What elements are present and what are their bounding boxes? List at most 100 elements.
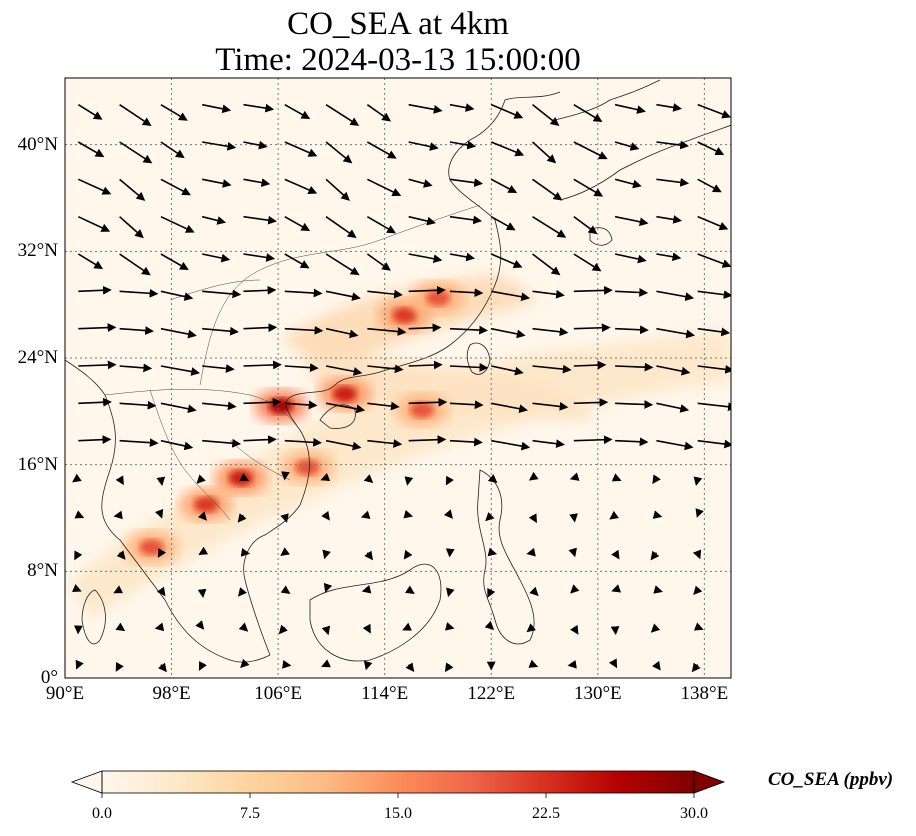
- wind-arrow: [202, 253, 231, 263]
- wind-arrow: [320, 472, 331, 482]
- wind-arrow: [321, 510, 330, 521]
- map-frame: [64, 77, 732, 679]
- wind-arrow: [195, 620, 205, 630]
- wind-arrow: [243, 285, 277, 295]
- plume-east-china-coast: [392, 307, 417, 324]
- wind-arrow: [652, 660, 661, 671]
- wind-arrow: [284, 437, 323, 447]
- wind-arrow: [198, 661, 207, 671]
- wind-arrow: [446, 587, 455, 598]
- wind-arrow: [697, 103, 731, 119]
- colorbar-extend-min: [70, 770, 103, 794]
- wind-arrow: [78, 397, 112, 407]
- lon-tick-label: 130°E: [573, 683, 622, 704]
- wind-arrow: [325, 178, 350, 201]
- wind-arrow: [656, 290, 695, 301]
- wind-arrow: [154, 622, 165, 632]
- wind-arrow: [650, 550, 660, 561]
- wind-arrow: [119, 253, 151, 276]
- wind-arrow: [614, 215, 649, 227]
- wind-arrow: [243, 215, 277, 225]
- colorbar-gradient: [102, 771, 694, 793]
- wind-arrow: [650, 623, 661, 633]
- wind-arrow: [238, 622, 249, 632]
- wind-arrow: [490, 141, 525, 157]
- wind-arrow: [367, 327, 407, 336]
- lat-tick-label: 40°N: [17, 133, 58, 155]
- wind-arrow: [615, 288, 649, 297]
- wind-arrow: [615, 400, 654, 409]
- wind-arrow: [573, 285, 613, 295]
- wind-arrow: [656, 365, 691, 376]
- wind-arrow: [573, 398, 609, 407]
- gridlines: [65, 78, 731, 678]
- wind-arrow: [491, 402, 528, 414]
- wind-arrow: [157, 548, 167, 558]
- wind-arrow: [113, 585, 124, 594]
- wind-arrow: [160, 439, 194, 451]
- wind-arrow: [363, 474, 374, 484]
- wind-arrow: [78, 360, 117, 370]
- wind-arrow: [77, 215, 111, 232]
- wind-arrow: [325, 253, 360, 276]
- wind-arrow: [697, 215, 729, 231]
- wind-arrow: [160, 103, 188, 121]
- colorbar: [70, 770, 726, 798]
- wind-arrow: [656, 402, 690, 413]
- wind-arrow: [408, 178, 433, 188]
- wind-arrow: [284, 215, 311, 232]
- plume-central-vietnam: [295, 459, 320, 476]
- wind-arrow: [449, 252, 476, 262]
- wind-arrow: [653, 585, 663, 594]
- wind-arrow: [364, 550, 374, 561]
- wind-arrow: [490, 215, 516, 231]
- wind-arrow: [449, 288, 484, 298]
- wind-arrow: [78, 435, 112, 445]
- lat-tick-label: 24°N: [17, 347, 58, 368]
- wind-arrow: [243, 360, 282, 370]
- wind-arrow: [361, 584, 372, 594]
- wind-arrow: [367, 364, 404, 374]
- wind-arrow: [202, 364, 235, 373]
- wind-arrow: [532, 327, 569, 337]
- wind-arrow: [325, 327, 359, 339]
- wind-arrow: [408, 215, 436, 226]
- wind-arrow: [691, 662, 701, 673]
- wind-arrow: [197, 588, 207, 599]
- wind-arrow: [697, 290, 731, 299]
- wind-arrow: [78, 285, 112, 295]
- wind-arrow: [367, 439, 403, 448]
- wind-arrow: [360, 510, 371, 519]
- wind-arrow: [321, 659, 331, 668]
- wind-arrow: [614, 253, 647, 264]
- wind-arrow: [693, 585, 703, 595]
- wind-arrow: [697, 327, 731, 337]
- wind-arrow: [197, 511, 208, 521]
- wind-arrow: [282, 659, 292, 669]
- lon-tick-label: 106°E: [254, 683, 302, 704]
- wind-arrow: [449, 325, 489, 335]
- wind-arrow: [526, 547, 536, 557]
- wind-arrow: [697, 402, 731, 412]
- wind-arrow: [116, 550, 126, 560]
- wind-arrow: [697, 141, 725, 155]
- wind-arrow: [573, 103, 603, 122]
- wind-arrow: [610, 626, 620, 636]
- wind-arrow: [157, 662, 167, 673]
- wind-arrow: [243, 103, 275, 113]
- plume-guangdong: [332, 386, 357, 402]
- wind-arrow: [656, 178, 690, 187]
- wind-arrow: [366, 104, 391, 122]
- plume-north-vietnam: [268, 398, 293, 414]
- wind-arrow: [325, 103, 360, 126]
- wind-arrow: [408, 141, 439, 151]
- wind-arrow: [487, 588, 496, 598]
- wind-arrow: [115, 622, 126, 632]
- wind-arrow: [528, 513, 537, 524]
- wind-arrow: [656, 439, 694, 451]
- wind-arrow: [569, 472, 580, 481]
- wind-arrow: [532, 253, 561, 276]
- wind-arrow: [573, 360, 607, 370]
- wind-arrow: [243, 253, 276, 262]
